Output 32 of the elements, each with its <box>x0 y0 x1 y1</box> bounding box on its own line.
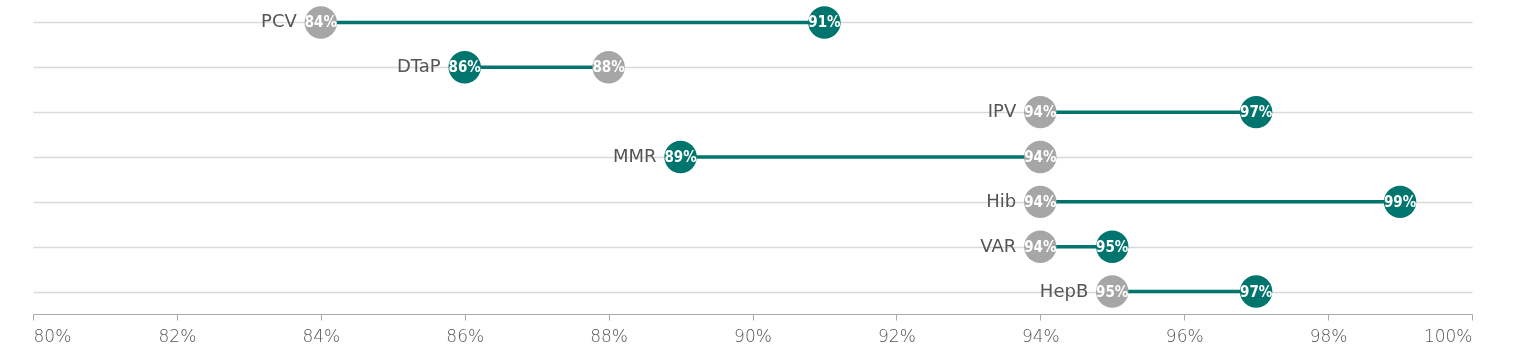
data-label: 88% <box>592 58 626 77</box>
x-tick-label: 94% <box>1021 325 1060 346</box>
y-tick-label: PCV <box>261 10 298 32</box>
data-label: 97% <box>1239 103 1273 122</box>
data-label: 94% <box>1024 148 1057 166</box>
x-tick-label: 86% <box>446 325 485 346</box>
data-label: 99% <box>1383 192 1417 211</box>
data-label: 97% <box>1239 282 1273 301</box>
data-label: 84% <box>304 13 338 32</box>
y-tick-label: MMR <box>612 145 657 166</box>
data-label: 94% <box>1024 103 1057 122</box>
data-label: 94% <box>1024 192 1057 211</box>
y-tick-label: Hib <box>986 189 1017 211</box>
x-tick-label: 88% <box>590 325 628 346</box>
y-tick-label: HepB <box>1039 279 1089 301</box>
y-tick-label: IPV <box>987 100 1017 122</box>
y-tick-label: DTaP <box>396 55 441 77</box>
x-tick-label: 96% <box>1165 325 1204 346</box>
data-label: 95% <box>1096 237 1129 256</box>
data-label: 94% <box>1024 237 1057 256</box>
data-label: 89% <box>664 148 698 166</box>
x-tick-label: 90% <box>734 325 772 346</box>
x-tick-label: 84% <box>302 325 341 346</box>
data-label: 95% <box>1096 282 1129 301</box>
data-label: 86% <box>448 58 482 77</box>
x-tick-label: 80% <box>33 325 72 346</box>
x-tick-label: 92% <box>878 325 916 346</box>
x-tick-label: 98% <box>1309 325 1348 346</box>
x-tick-label: 82% <box>158 325 197 346</box>
data-label: 91% <box>808 13 842 32</box>
y-tick-label: VAR <box>980 234 1017 256</box>
x-tick-label: 100% <box>1423 325 1473 346</box>
